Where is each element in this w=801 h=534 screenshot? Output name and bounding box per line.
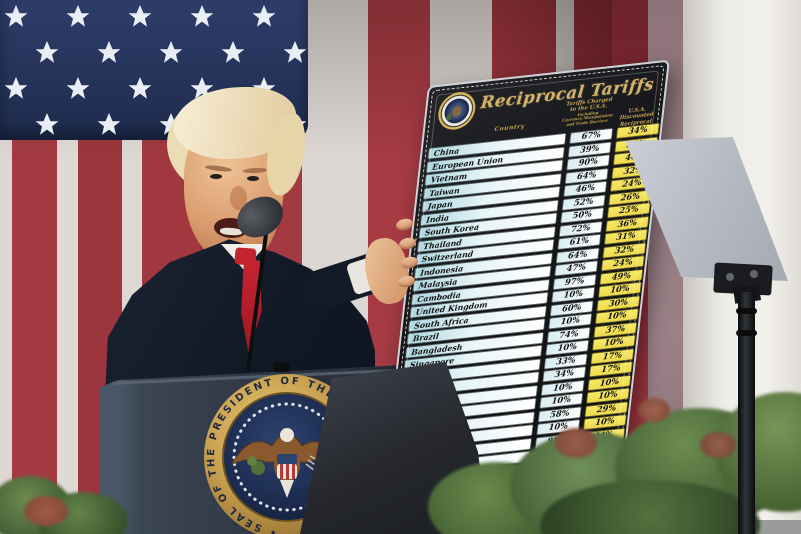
nose-shadow	[230, 186, 247, 210]
hedge-red-leaves	[638, 398, 670, 422]
mount-bolt	[726, 273, 734, 281]
column-header-tariffs-charged: Tariffs Charged to the U.S.A. Including …	[559, 96, 616, 128]
teleprompter-pole	[738, 292, 755, 534]
hedge-red-leaves	[24, 496, 68, 526]
mount-bolt	[750, 270, 758, 278]
hedge-red-leaves	[555, 428, 597, 458]
pole-ridge	[736, 330, 757, 336]
column-header-country: Country	[494, 122, 526, 134]
hedge-red-leaves	[700, 432, 736, 458]
microphone-base	[274, 362, 290, 372]
eye-left	[210, 174, 222, 179]
eye-right	[247, 176, 259, 181]
pole-ridge	[736, 308, 757, 314]
